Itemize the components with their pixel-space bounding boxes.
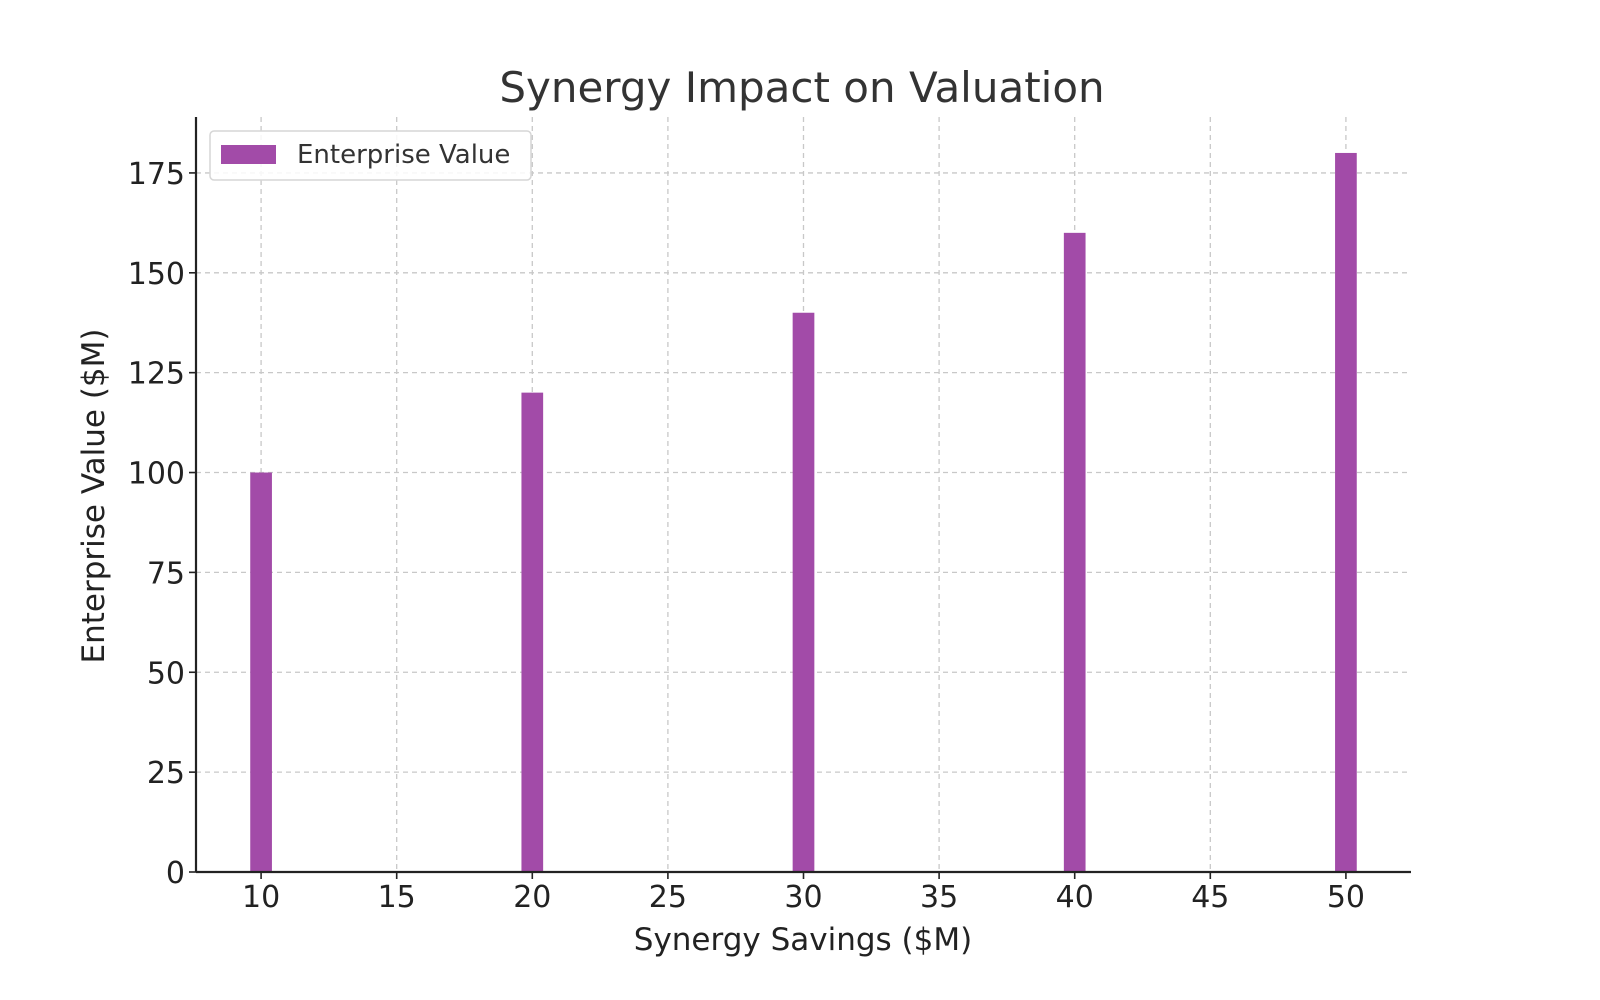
x-tick-label: 35 xyxy=(920,880,958,915)
bar xyxy=(521,392,544,872)
bar xyxy=(1063,232,1086,872)
bar xyxy=(1335,152,1357,872)
x-ticks: 10 15 20 25 30 35 40 45 50 xyxy=(242,872,1365,915)
chart-title: Synergy Impact on Valuation xyxy=(499,63,1104,112)
bar-series xyxy=(250,152,1357,873)
x-tick-label: 45 xyxy=(1191,880,1229,915)
legend-swatch xyxy=(221,145,276,164)
y-tick-label: 0 xyxy=(166,856,185,891)
y-tick-label: 175 xyxy=(128,157,185,192)
y-tick-label: 125 xyxy=(128,357,185,392)
bar xyxy=(792,312,815,873)
legend-label: Enterprise Value xyxy=(297,140,510,170)
y-tick-label: 100 xyxy=(128,457,185,492)
x-tick-label: 10 xyxy=(242,880,280,915)
x-tick-label: 20 xyxy=(513,880,551,915)
y-tick-label: 25 xyxy=(147,756,185,791)
x-tick-label: 50 xyxy=(1327,880,1365,915)
y-tick-label: 75 xyxy=(147,556,185,591)
legend-frame xyxy=(209,130,532,181)
bar xyxy=(250,472,272,872)
y-tick-label: 50 xyxy=(147,656,185,691)
x-tick-label: 30 xyxy=(784,880,822,915)
y-ticks: 0 25 50 75 100 125 150 175 xyxy=(128,157,196,891)
x-tick-label: 25 xyxy=(649,880,687,915)
y-tick-label: 150 xyxy=(128,257,185,292)
legend: Enterprise Value xyxy=(209,130,532,181)
x-tick-label: 40 xyxy=(1056,880,1094,915)
y-axis-title: Enterprise Value ($M) xyxy=(76,329,112,664)
x-axis-title: Synergy Savings ($M) xyxy=(634,922,972,958)
x-tick-label: 15 xyxy=(378,880,416,915)
